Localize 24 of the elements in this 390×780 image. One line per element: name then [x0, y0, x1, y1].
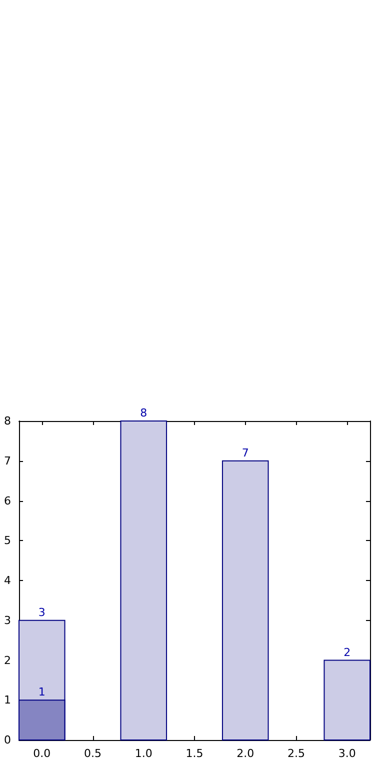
data-label: 2: [344, 646, 351, 659]
data-label: 3: [38, 606, 46, 619]
x-tick-label: 3.0: [338, 747, 356, 760]
data-label: 8: [140, 406, 148, 420]
data-label: 7: [242, 446, 249, 460]
y-tick-label: 8: [4, 414, 11, 428]
data-label: 1: [38, 686, 46, 699]
bar: [120, 420, 168, 740]
x-tick-label: 1.5: [186, 747, 204, 760]
x-tick-label: 1.0: [134, 747, 152, 760]
x-tick-label: 0.0: [33, 747, 51, 760]
y-tick-label: 6: [4, 494, 11, 508]
y-tick-label: 0: [4, 734, 11, 746]
y-tick-label: 7: [4, 454, 11, 468]
y-tick-label: 3: [4, 614, 11, 627]
y-tick-label: 1: [4, 694, 11, 707]
y-tick-label: 4: [4, 574, 11, 587]
x-tick-label: 0.5: [84, 747, 102, 760]
y-tick-label: 5: [4, 534, 11, 548]
x-tick-label: 2.0: [236, 747, 254, 760]
x-tick-label: 2.5: [287, 747, 305, 760]
bar: [222, 460, 269, 740]
y-tick-label: 2: [4, 654, 11, 667]
bar: [324, 660, 370, 740]
